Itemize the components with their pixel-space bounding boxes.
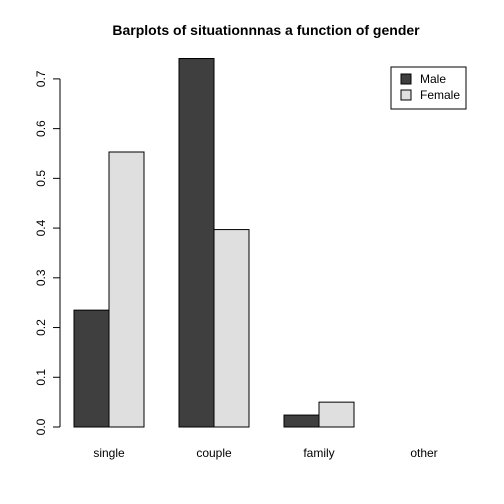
legend-swatch-female	[400, 89, 412, 101]
x-tick-label-other: other	[410, 446, 437, 460]
y-tick-label: 0.5	[34, 170, 48, 187]
bars	[73, 58, 355, 428]
bar-male-family	[283, 414, 320, 428]
y-tick-label: 0.2	[34, 319, 48, 336]
y-tick-label: 0.0	[34, 418, 48, 435]
y-tick-label: 0.6	[34, 120, 48, 137]
legend-label-male: Male	[420, 72, 446, 86]
x-tick-label-couple: couple	[196, 446, 232, 460]
legend-swatch-male	[400, 73, 412, 85]
y-tick-label: 0.7	[34, 70, 48, 87]
x-tick-label-family: family	[303, 446, 334, 460]
bar-male-single	[73, 309, 110, 428]
bar-female-family	[318, 401, 355, 428]
bar-female-single	[108, 151, 145, 428]
y-tick-label: 0.1	[34, 369, 48, 386]
legend-label-female: Female	[420, 88, 460, 102]
y-axis: 0.0 0.1 0.2 0.3 0.4 0.5 0.6 0.7	[34, 70, 61, 435]
y-tick-label: 0.4	[34, 219, 48, 236]
legend: Male Female	[390, 66, 467, 110]
x-axis-labels: single couple family other	[93, 446, 437, 460]
x-tick-label-single: single	[93, 446, 125, 460]
chart-title: Barplots of situationnnas a function of …	[112, 22, 420, 38]
bar-female-couple	[213, 229, 250, 428]
bar-male-couple	[178, 58, 215, 428]
y-tick-label: 0.3	[34, 269, 48, 286]
